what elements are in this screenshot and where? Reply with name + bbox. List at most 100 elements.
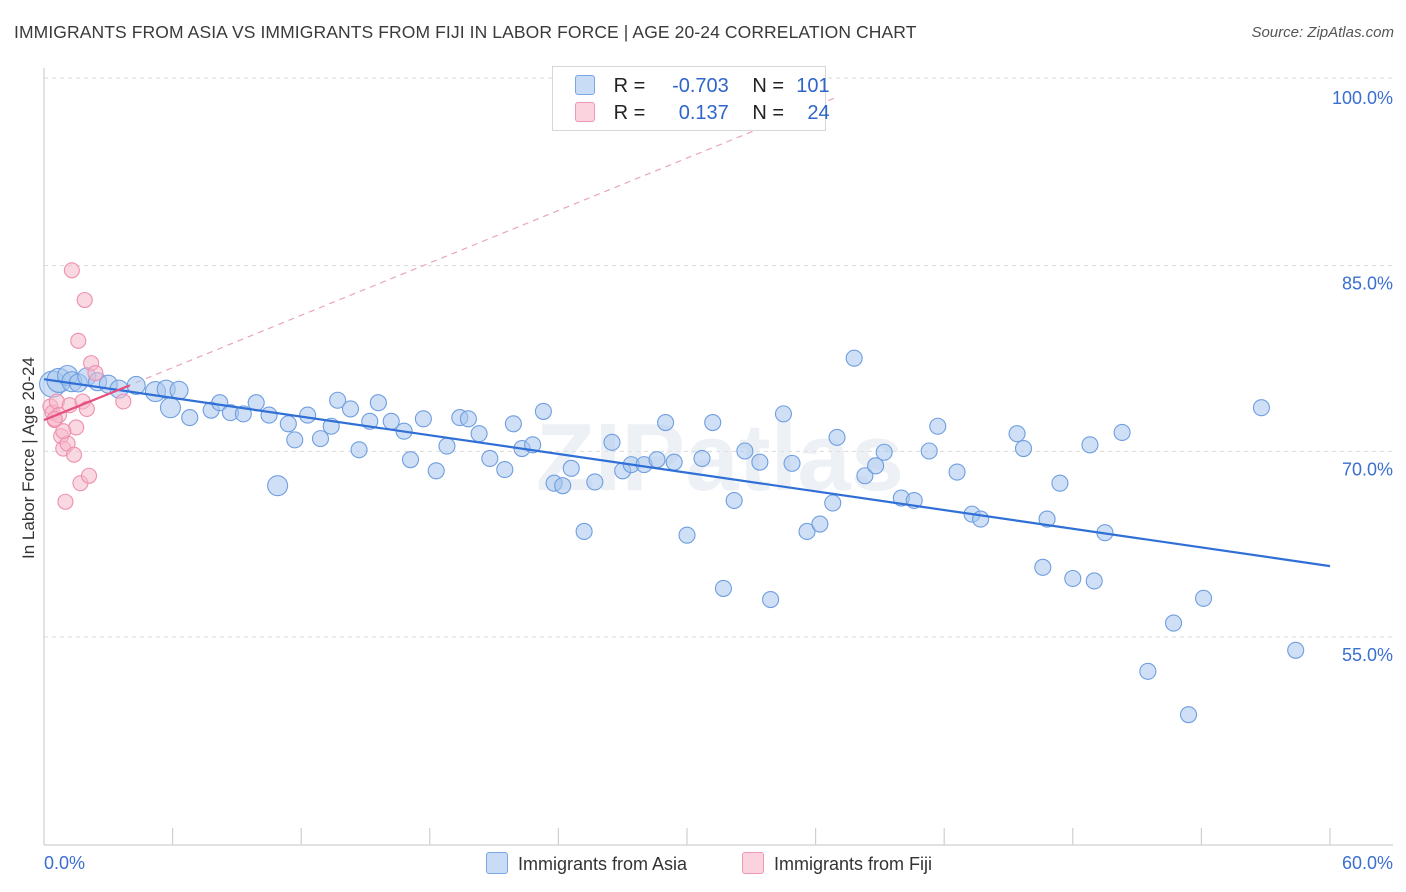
asia-point-65 — [751, 453, 769, 471]
asia-point-52 — [603, 433, 621, 451]
asia-n-label: N = — [752, 75, 785, 97]
asia-point-72 — [828, 428, 846, 446]
asia-point-37 — [438, 437, 456, 455]
fiji-points — [42, 262, 1331, 568]
asia-point-39 — [459, 410, 477, 428]
legend-row-asia: R = -0.703 N = 101 — [575, 75, 830, 99]
asia-point-35 — [414, 410, 432, 428]
asia-point-60 — [693, 449, 711, 467]
asia-point-25 — [311, 430, 330, 448]
asia-point-57 — [657, 413, 675, 432]
asia-point-24 — [299, 406, 317, 424]
asia-point-58 — [665, 453, 683, 471]
legend-row-fiji: R = 0.137 N = 24 — [575, 102, 830, 126]
fiji-point-20 — [87, 364, 104, 382]
asia-point-50 — [575, 522, 593, 541]
fiji-point-18 — [80, 467, 98, 484]
bottom-legend-asia: Immigrants from Asia — [486, 852, 687, 875]
asia-point-79 — [920, 442, 938, 460]
asia-point-21 — [267, 475, 289, 497]
asia-point-63 — [725, 491, 743, 510]
asia-point-49 — [562, 459, 580, 477]
asia-point-73 — [845, 349, 863, 367]
asia-point-27 — [329, 391, 347, 409]
fiji-point-7 — [57, 493, 74, 510]
asia-point-89 — [1064, 569, 1082, 588]
fiji-n-label: N = — [752, 102, 785, 124]
fiji-trend-line — [43, 384, 131, 422]
asia-point-40 — [470, 425, 488, 443]
asia-point-71 — [824, 494, 842, 512]
asia-point-12 — [159, 397, 182, 419]
asia-point-84 — [1008, 425, 1026, 443]
asia-point-91 — [1085, 572, 1103, 590]
asia-point-96 — [1179, 706, 1198, 724]
asia-trend-line — [43, 378, 1331, 568]
asia-point-69 — [798, 522, 816, 541]
fiji-point-11 — [65, 446, 83, 463]
asia-point-56 — [648, 451, 666, 469]
asia-point-20 — [260, 406, 278, 424]
asia-point-70 — [811, 515, 829, 533]
asia-point-81 — [948, 463, 966, 481]
asia-point-43 — [504, 415, 522, 433]
asia-point-28 — [341, 400, 360, 418]
fiji-point-13 — [70, 332, 87, 349]
chart-title: IMMIGRANTS FROM ASIA VS IMMIGRANTS FROM … — [14, 22, 917, 42]
asia-point-59 — [678, 526, 696, 544]
y-tick-label-100: 100.0% — [1332, 88, 1393, 108]
fiji-point-10 — [63, 262, 80, 279]
fiji-n-value: 24 — [807, 102, 830, 124]
trend-lines — [43, 96, 838, 421]
axes — [43, 68, 1393, 846]
asia-point-86 — [1034, 558, 1052, 576]
asia-point-99 — [1287, 641, 1305, 659]
asia-point-64 — [736, 442, 754, 460]
asia-point-41 — [481, 449, 499, 467]
bottom-asia-swatch — [486, 852, 508, 874]
bottom-asia-label: Immigrants from Asia — [518, 854, 688, 874]
fiji-r-label: R = — [613, 102, 646, 124]
y-tick-label-85: 85.0% — [1342, 274, 1393, 294]
bottom-fiji-label: Immigrants from Fiji — [774, 854, 933, 874]
asia-point-98 — [1252, 399, 1270, 417]
asia-r-value: -0.703 — [672, 75, 729, 97]
asia-point-67 — [774, 405, 793, 423]
asia-point-94 — [1139, 662, 1157, 680]
asia-point-90 — [1081, 436, 1099, 454]
asia-swatch — [575, 75, 595, 95]
asia-point-29 — [350, 441, 368, 459]
asia-point-61 — [704, 413, 722, 432]
asia-point-23 — [286, 431, 304, 449]
fiji-point-23 — [55, 423, 72, 440]
asia-point-66 — [762, 590, 780, 609]
asia-point-80 — [929, 417, 947, 435]
fiji-swatch — [575, 102, 595, 122]
asia-point-87 — [1038, 510, 1056, 528]
correlation-legend: R = -0.703 N = 101 R = 0.137 N = 24 — [552, 66, 830, 131]
fiji-r-value: 0.137 — [678, 102, 729, 124]
y-tick-labels: 55.0% 70.0% 85.0% 100.0% — [1332, 88, 1393, 665]
bottom-legend-fiji: Immigrants from Fiji — [742, 852, 932, 875]
asia-point-36 — [427, 462, 445, 480]
x-tick-max: 60.0% — [1342, 853, 1393, 873]
y-tick-label-70: 70.0% — [1342, 459, 1393, 479]
asia-points — [39, 349, 1305, 724]
fiji-point-21 — [115, 393, 132, 410]
asia-point-14 — [181, 409, 199, 427]
asia-point-34 — [401, 451, 420, 469]
x-tick-min: 0.0% — [44, 853, 85, 873]
asia-point-62 — [714, 579, 732, 597]
asia-r-label: R = — [613, 75, 646, 97]
asia-point-74 — [856, 467, 874, 485]
asia-point-97 — [1194, 589, 1213, 607]
asia-point-76 — [875, 443, 893, 461]
fiji-trend-extension — [43, 96, 838, 421]
y-axis-title: In Labor Force | Age 20-24 — [19, 357, 38, 559]
y-tick-label-55: 55.0% — [1342, 645, 1393, 665]
asia-point-31 — [369, 394, 387, 412]
asia-point-75 — [867, 457, 885, 475]
asia-point-22 — [279, 415, 297, 433]
source-label: Source: ZipAtlas.com — [1251, 24, 1394, 41]
fiji-point-16 — [76, 291, 93, 309]
